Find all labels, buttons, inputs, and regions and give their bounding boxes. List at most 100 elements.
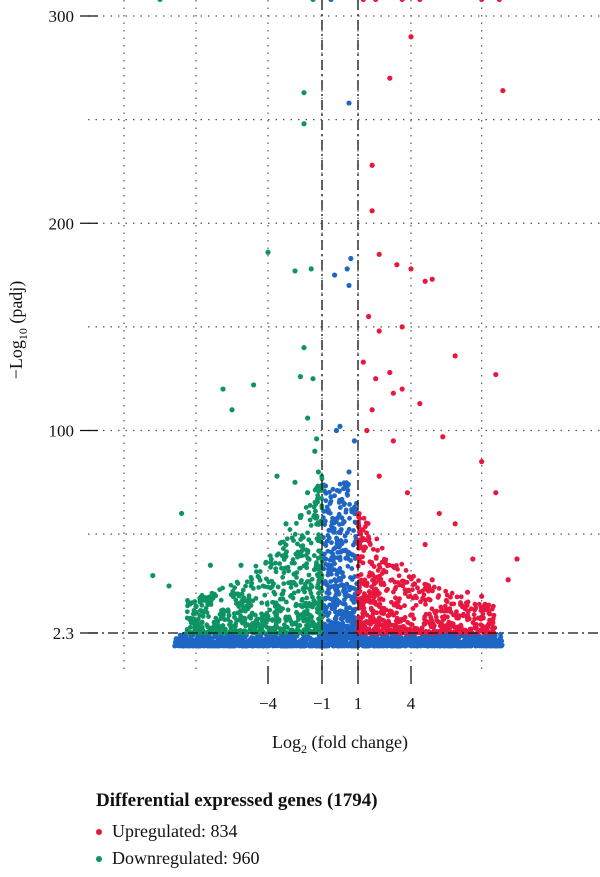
point-up <box>472 622 478 628</box>
point-ns <box>349 610 355 616</box>
point-ns <box>205 643 211 649</box>
point-up <box>416 578 421 583</box>
point-up <box>366 573 372 579</box>
point-ns <box>406 636 412 642</box>
point-ns <box>340 620 346 626</box>
point-ns <box>332 585 338 591</box>
point-up <box>360 0 366 3</box>
point-up <box>399 386 405 392</box>
point-ns <box>336 500 342 505</box>
point-ns <box>290 643 295 649</box>
point-up <box>365 594 371 599</box>
legend-item-upregulated: Upregulated: 834 <box>96 818 378 845</box>
point-up <box>358 572 364 577</box>
point-down <box>253 563 259 569</box>
point-up <box>369 162 375 168</box>
point-down <box>260 612 266 618</box>
point-down <box>263 560 269 566</box>
point-down <box>284 536 290 542</box>
point-ns <box>332 621 337 627</box>
point-down <box>230 594 236 600</box>
point-down <box>257 577 263 583</box>
point-up <box>395 599 401 605</box>
point-down <box>297 629 303 634</box>
point-up <box>366 536 372 542</box>
point-down <box>306 600 312 606</box>
point-down <box>297 514 303 521</box>
point-ns <box>352 504 357 510</box>
point-down <box>305 415 311 421</box>
point-ns <box>336 599 342 604</box>
point-ns <box>394 637 400 642</box>
point-ns <box>225 642 230 647</box>
point-up <box>390 390 396 396</box>
point-ns <box>334 571 340 577</box>
point-down <box>278 626 284 632</box>
point-ns <box>388 635 394 641</box>
point-down <box>220 386 226 392</box>
x-tick-label: 4 <box>407 694 416 713</box>
point-down <box>276 630 282 636</box>
point-down <box>319 614 325 620</box>
y-tick-label: 2.3 <box>53 624 74 643</box>
point-up <box>391 629 397 635</box>
point-down <box>291 590 297 596</box>
point-down <box>271 627 277 633</box>
point-ns <box>339 643 345 649</box>
point-ns <box>478 642 483 648</box>
point-ns <box>337 522 342 527</box>
point-ns <box>328 0 334 3</box>
point-down <box>299 548 305 554</box>
point-down <box>284 625 290 630</box>
point-up <box>422 586 428 592</box>
point-ns <box>178 642 183 648</box>
point-down <box>315 493 321 498</box>
point-up <box>375 568 381 573</box>
point-down <box>292 531 298 537</box>
point-up <box>358 537 364 542</box>
point-ns <box>335 515 341 521</box>
point-ns <box>335 550 341 555</box>
point-down <box>243 629 249 634</box>
point-down <box>184 609 190 615</box>
point-down <box>227 622 233 628</box>
point-up <box>505 577 511 583</box>
point-up <box>473 605 479 611</box>
point-ns <box>335 589 341 594</box>
point-ns <box>337 554 343 560</box>
point-down <box>220 623 226 628</box>
point-up <box>387 369 393 376</box>
point-up <box>402 615 408 620</box>
point-down <box>292 479 298 485</box>
point-up <box>395 604 400 610</box>
point-ns <box>346 282 352 289</box>
point-ns <box>341 485 347 492</box>
point-up <box>373 580 379 585</box>
point-ns <box>337 583 343 588</box>
point-down <box>319 588 325 594</box>
point-up <box>371 594 377 600</box>
point-down <box>241 598 246 604</box>
point-down <box>301 345 307 351</box>
x-tick-label: 1 <box>354 694 363 713</box>
point-up <box>407 593 413 599</box>
point-up <box>426 583 431 588</box>
point-down <box>263 576 269 582</box>
point-ns <box>179 635 185 641</box>
point-up <box>364 427 370 434</box>
point-up <box>377 573 382 579</box>
point-down <box>246 604 252 610</box>
point-down <box>231 623 237 629</box>
point-down <box>319 575 325 581</box>
point-down <box>283 614 289 620</box>
y-tick-label: 200 <box>49 214 75 233</box>
point-down <box>310 0 316 3</box>
point-up <box>452 521 458 527</box>
point-up <box>408 621 413 627</box>
point-ns <box>323 498 329 504</box>
point-down <box>292 620 298 626</box>
point-ns <box>348 558 354 563</box>
point-down <box>234 579 240 585</box>
point-down <box>202 598 208 603</box>
point-up <box>389 599 394 605</box>
